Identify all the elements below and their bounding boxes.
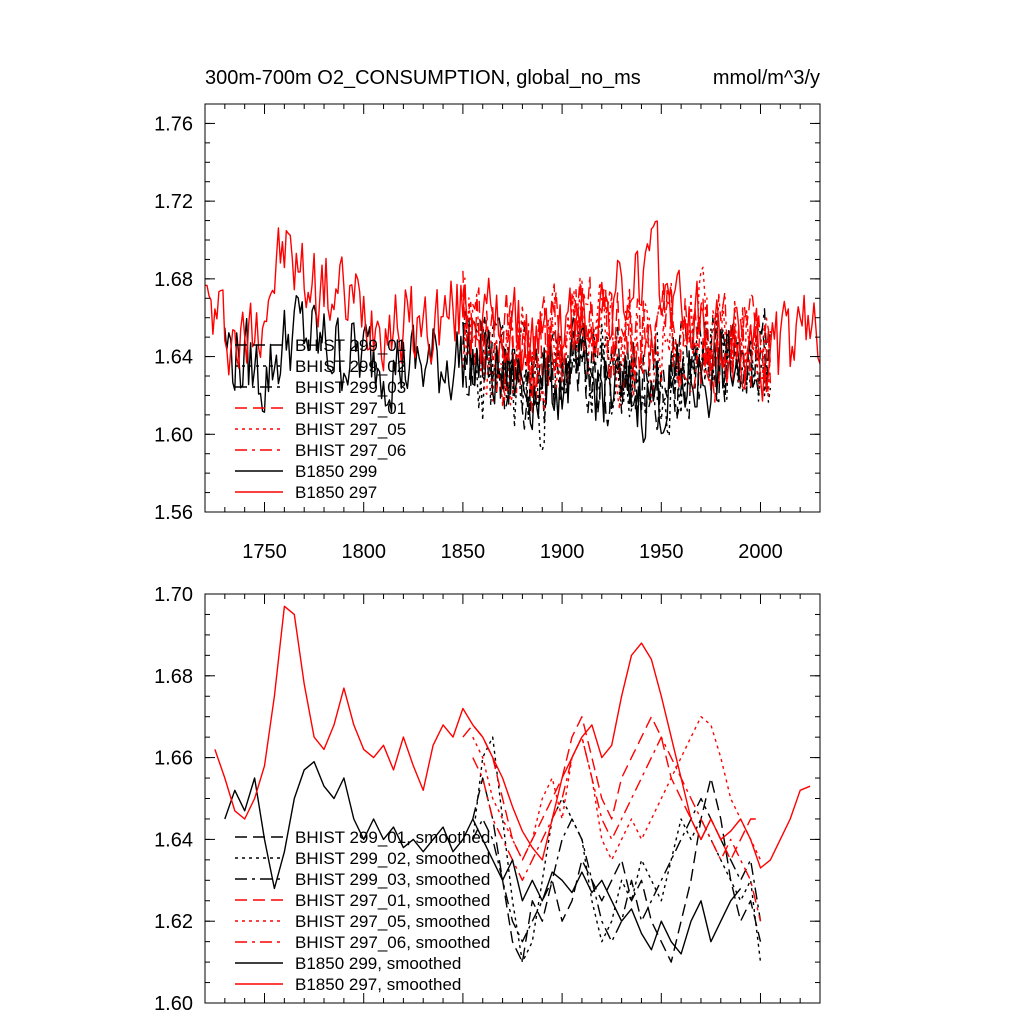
series-line-5 xyxy=(462,266,772,412)
y-tick-label: 1.64 xyxy=(154,347,193,369)
top-panel: 1.56 1.60 1.64 1.68 1.72 1.76 1750 1800 1850 1900… xyxy=(154,103,821,563)
legend-label: BHIST 299_01, smoothed xyxy=(295,828,490,847)
y-tick-label: 1.70 xyxy=(154,584,193,606)
series-line-6 xyxy=(472,736,762,922)
y-tick-label: 1.56 xyxy=(154,502,193,524)
legend-label: BHIST 297_06, smoothed xyxy=(295,933,490,952)
legend-label: B1850 297 xyxy=(295,483,377,502)
series-line-8 xyxy=(214,605,811,869)
legend-label: B1850 299 xyxy=(295,462,377,481)
series-line-5 xyxy=(472,716,762,861)
legend-label: BHIST 299_02 xyxy=(295,357,406,376)
legend-label: BHIST 297_01 xyxy=(295,399,406,418)
series-line-8 xyxy=(205,220,820,402)
legend-label: BHIST 299_03, smoothed xyxy=(295,870,490,889)
series-line-7 xyxy=(224,295,742,444)
y-tick-label: 1.60 xyxy=(154,424,193,446)
y-tick-label: 1.76 xyxy=(154,113,193,135)
x-tick-label: 1950 xyxy=(639,541,684,563)
x-tick-label: 1900 xyxy=(540,541,585,563)
x-tick-label: 1850 xyxy=(441,541,486,563)
legend-label: BHIST 297_01, smoothed xyxy=(295,891,490,910)
series-line-4 xyxy=(462,270,772,403)
legend: BHIST 299_01, smoothed BHIST 299_02, smoo… xyxy=(235,828,490,994)
legend-label: B1850 299, smoothed xyxy=(295,954,461,973)
y-tick-label: 1.62 xyxy=(154,911,193,933)
legend-label: B1850 297, smoothed xyxy=(295,975,461,994)
series-group xyxy=(214,605,811,963)
legend-label: BHIST 297_06 xyxy=(295,441,406,460)
y-tick-label: 1.66 xyxy=(154,748,193,770)
x-tick-label: 1750 xyxy=(242,541,287,563)
chart-title: 300m-700m O2_CONSUMPTION, global_no_ms xyxy=(205,67,641,89)
series-line-7 xyxy=(224,761,742,955)
legend-label: BHIST 299_01 xyxy=(295,336,406,355)
y-tick-label: 1.68 xyxy=(154,269,193,291)
legend-label: BHIST 297_05, smoothed xyxy=(295,912,490,931)
plot-frame xyxy=(204,103,821,513)
series-line-6 xyxy=(462,274,772,413)
series-group xyxy=(205,220,820,451)
legend-label: BHIST 299_02, smoothed xyxy=(295,849,490,868)
legend: BHIST 299_01 BHIST 299_02 BHIST 299_03 BHIS… xyxy=(235,336,406,502)
y-tick-label: 1.64 xyxy=(154,829,193,851)
x-tick-label: 1800 xyxy=(341,541,386,563)
y-tick-label: 1.60 xyxy=(154,993,193,1015)
series-line-1 xyxy=(472,777,762,963)
bottom-panel: 1.60 1.62 1.64 1.66 1.68 1.70 BHIST 299_01, sm… xyxy=(154,584,821,1015)
legend-label: BHIST 297_05 xyxy=(295,420,406,439)
chart-units: mmol/m^3/y xyxy=(713,67,820,89)
legend-label: BHIST 299_03 xyxy=(295,378,406,397)
y-tick-label: 1.72 xyxy=(154,191,193,213)
x-tick-label: 2000 xyxy=(738,541,783,563)
y-tick-label: 1.68 xyxy=(154,666,193,688)
